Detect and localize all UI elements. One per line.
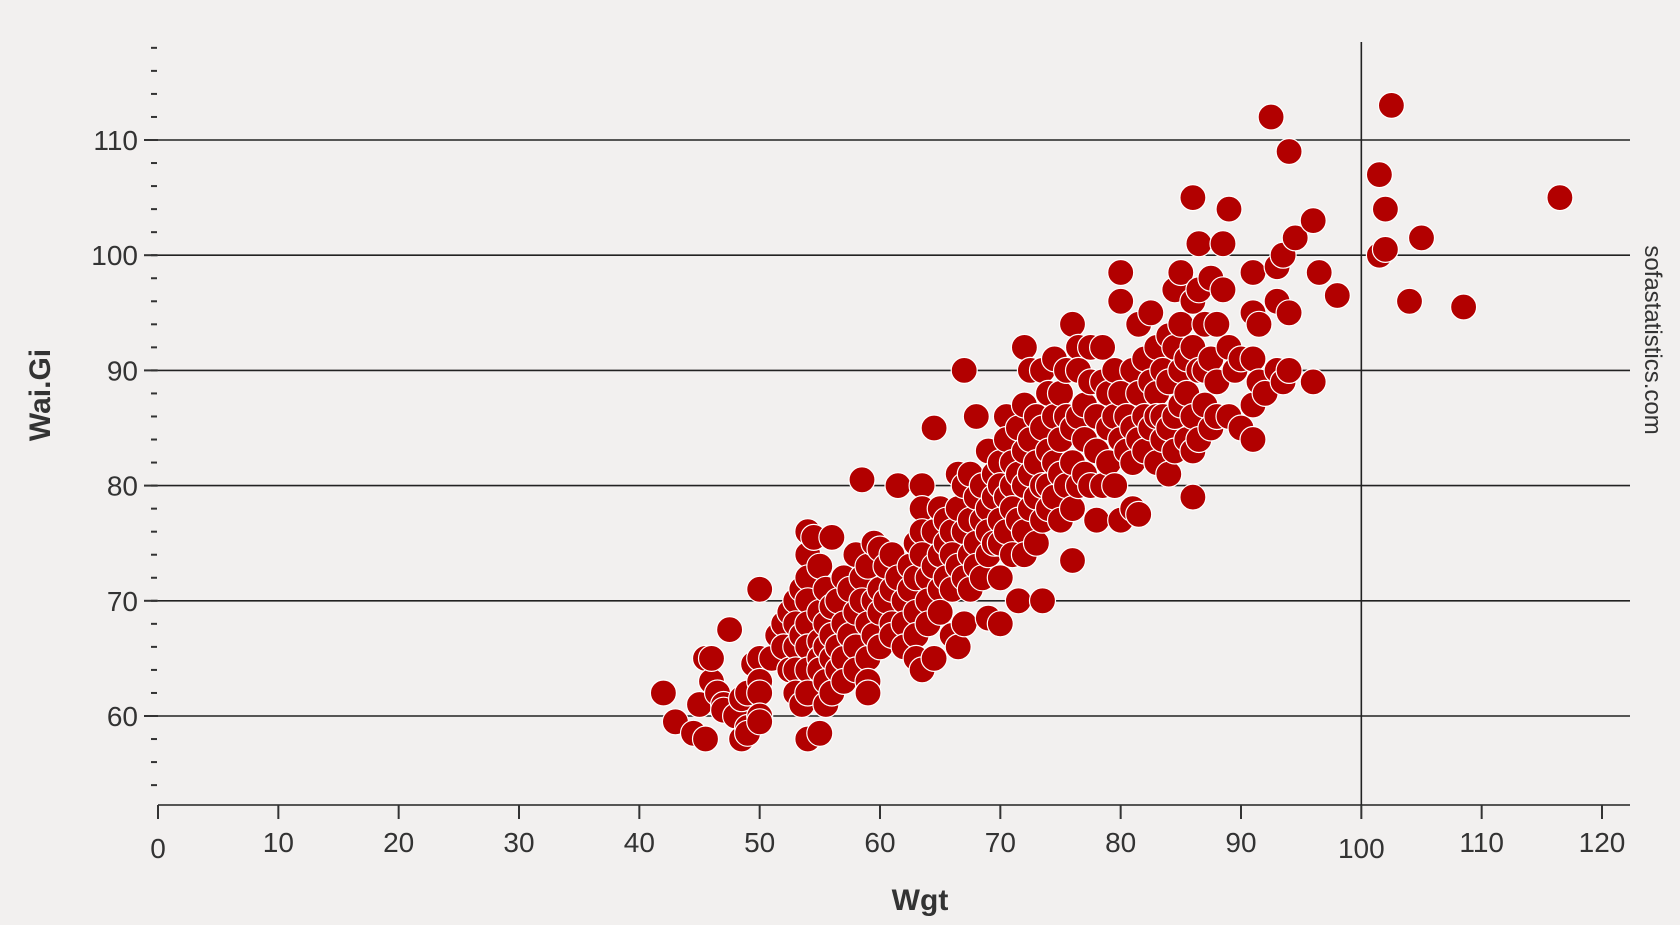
scatter-point: [1107, 287, 1135, 315]
scatter-point: [1407, 224, 1436, 252]
scatter-point: [1239, 345, 1267, 373]
scatter-point: [1546, 184, 1574, 212]
scatter-point: [944, 633, 972, 661]
tick-labels: 60 70 80 90 100 110 0 10 20 30 40 50 60 70 80 90 100 110 1…: [91, 125, 1625, 864]
scatter-point: [1155, 460, 1183, 488]
x-tick-label: 10: [263, 827, 294, 858]
scatter-point: [1395, 287, 1424, 315]
scatter-point: [854, 679, 882, 707]
y-axis-title: Wai.Gi: [24, 349, 57, 441]
scatter-point: [1028, 587, 1057, 615]
scatter-point: [818, 523, 846, 552]
y-tick-label: 60: [107, 701, 138, 732]
scatter-point: [1101, 472, 1129, 500]
scatter-point: [986, 610, 1014, 638]
scatter-point: [1058, 495, 1087, 523]
scatter-point: [1046, 379, 1075, 407]
y-tick-label: 70: [107, 586, 138, 617]
scatter-point: [986, 564, 1014, 592]
x-tick-label: 20: [383, 827, 414, 858]
x-tick-label: 60: [864, 827, 895, 858]
x-tick-label: 40: [624, 827, 655, 858]
scatter-point: [691, 725, 720, 753]
scatter-point: [1082, 506, 1111, 534]
x-tick-label: 0: [150, 833, 166, 864]
scatter-point: [649, 679, 678, 707]
scatter-point: [1125, 500, 1153, 529]
scatter-point: [1167, 258, 1195, 287]
scatter-point: [1239, 258, 1267, 287]
scatter-point: [806, 719, 834, 747]
scatter-point: [1371, 235, 1400, 263]
scatter-point: [926, 598, 954, 626]
scatter-point: [1058, 546, 1087, 575]
scatter-point: [1137, 299, 1165, 327]
scatter-point: [1449, 293, 1478, 321]
scatter-point: [1010, 333, 1039, 361]
scatter-point: [962, 402, 990, 431]
scatter-point: [746, 575, 774, 603]
scatter-point: [1365, 161, 1394, 189]
scatter-point: [1377, 91, 1406, 120]
scatter-point: [715, 615, 744, 644]
scatter-point: [1299, 368, 1327, 396]
x-tick-label: 100: [1338, 833, 1385, 864]
x-tick-label: 30: [503, 827, 534, 858]
scatter-point: [1209, 276, 1237, 304]
scatter-point: [806, 552, 834, 580]
scatter-point: [1275, 137, 1303, 166]
scatter-point: [1371, 195, 1400, 223]
scatter-point: [1088, 333, 1117, 361]
scatter-point: [1245, 310, 1273, 338]
scatter-point: [1022, 529, 1051, 557]
scatter-point: [1209, 230, 1237, 258]
scatter-point: [1179, 483, 1207, 511]
scatter-point: [848, 466, 876, 494]
scatter-point: [746, 679, 774, 707]
scatter-point: [1167, 310, 1195, 338]
x-tick-label: 90: [1225, 827, 1256, 858]
scatter-point: [908, 472, 936, 500]
x-axis-title: Wgt: [892, 884, 949, 917]
scatter-point: [1107, 258, 1135, 287]
scatter-point: [1281, 224, 1309, 252]
y-tick-label: 100: [91, 240, 138, 271]
x-tick-label: 70: [985, 827, 1016, 858]
scatter-point: [746, 708, 774, 736]
scatter-point: [1323, 281, 1351, 310]
grid-lines: [158, 42, 1630, 805]
y-tick-label: 80: [107, 471, 138, 502]
y-tick-label: 90: [107, 355, 138, 386]
scatter-point: [1058, 310, 1087, 338]
scatter-point: [920, 414, 948, 442]
scatter-point: [1004, 587, 1033, 615]
scatter-point: [950, 610, 978, 638]
data-points: [649, 91, 1574, 753]
scatter-point: [1215, 195, 1243, 223]
x-tick-label: 110: [1459, 827, 1504, 858]
scatter-point: [1257, 103, 1285, 131]
x-tick-label: 120: [1579, 827, 1626, 858]
scatter-point: [950, 356, 978, 384]
scatter-point: [697, 644, 726, 673]
scatter-point: [1275, 299, 1303, 327]
scatter-point: [1305, 258, 1333, 287]
x-tick-label: 80: [1105, 827, 1136, 858]
scatter-point: [920, 644, 948, 673]
scatter-point: [1185, 230, 1213, 258]
scatter-point: [1275, 356, 1303, 384]
scatter-point: [1299, 207, 1327, 235]
scatter-point: [1239, 425, 1267, 454]
scatter-point: [1179, 184, 1207, 212]
y-tick-label: 110: [93, 125, 138, 156]
scatter-point: [884, 472, 912, 500]
axes: [144, 46, 1630, 819]
watermark-text: sofastatistics.com: [1639, 245, 1666, 434]
x-tick-label: 50: [744, 827, 775, 858]
scatter-point: [1203, 310, 1231, 338]
